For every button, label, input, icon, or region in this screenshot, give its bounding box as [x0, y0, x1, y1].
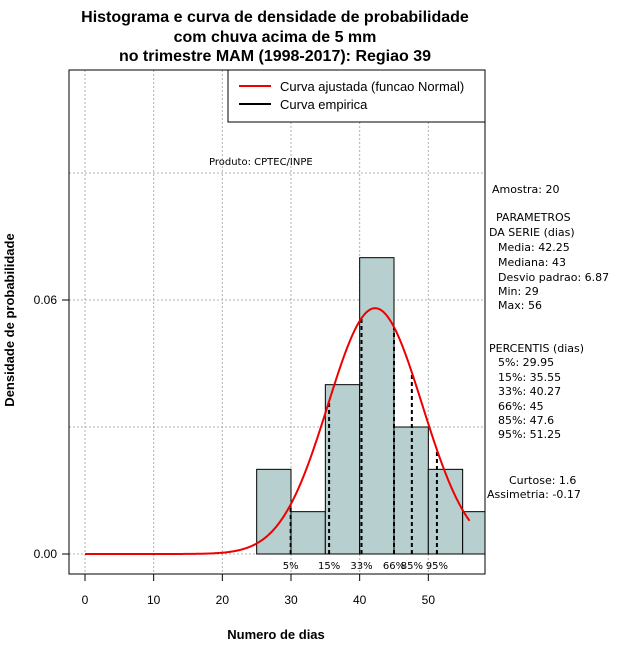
chart-title-line-2: com chuva acima de 5 mm: [174, 29, 377, 46]
legend-box: [227, 69, 486, 123]
x-tick-label: 10: [147, 593, 161, 607]
x-tick-label: 30: [284, 593, 298, 607]
x-tick-label: 20: [216, 593, 230, 607]
percentil-5: 5%: 29.95: [498, 356, 554, 369]
curve-layer: [85, 307, 471, 555]
percentile-label: 95%: [426, 561, 448, 572]
y-tick-label: 0.00: [34, 547, 58, 561]
x-axis-title: Numero de dias: [227, 627, 325, 642]
legend-label-normal: Curva ajustada (funcao Normal): [280, 79, 464, 94]
legend-label-empirical: Curva empirica: [280, 97, 368, 112]
sample-size: Amostra: 20: [492, 183, 559, 196]
histogram-bars: [256, 257, 486, 555]
param-mean: Media: 42.25: [498, 241, 570, 254]
histogram-bar: [427, 468, 464, 555]
percentile-label: 33%: [350, 561, 372, 572]
histogram-bar: [359, 257, 395, 555]
histogram-bar: [290, 511, 326, 555]
percentis-header: PERCENTIS (dias): [489, 342, 584, 355]
chart-title-line-3: no trimestre MAM (1998-2017): Regiao 39: [119, 48, 431, 65]
product-label: Produto: CPTEC/INPE: [209, 157, 313, 168]
legend: Curva ajustada (funcao Normal) Curva emp…: [227, 69, 486, 123]
percentile-label: 15%: [318, 561, 340, 572]
x-tick-label: 40: [353, 593, 367, 607]
percentile-label: 66%: [383, 561, 405, 572]
percentil-33: 33%: 40.27: [498, 385, 561, 398]
histogram-bar: [324, 384, 361, 555]
percentil-15: 15%: 35.55: [498, 371, 561, 384]
stats-panel: Amostra: 20 PARAMETROS DA SERIE (dias) M…: [487, 183, 609, 501]
params-header-2: DA SERIE (dias): [489, 226, 575, 239]
percentil-85: 85%: 47.6: [498, 414, 554, 427]
chart-title-line-1: Histograma e curva de densidade de proba…: [81, 9, 469, 26]
param-min: Min: 29: [498, 285, 539, 298]
percentil-66: 66%: 45: [498, 400, 544, 413]
param-median: Mediana: 43: [498, 256, 566, 269]
y-tick-label: 0.06: [34, 293, 58, 307]
x-tick-label: 0: [82, 593, 89, 607]
normal-fit-curve: [85, 307, 471, 555]
params-header-1: PARAMETROS: [496, 211, 571, 224]
skewness: Assimetria: -0.17: [487, 488, 581, 501]
x-tick-label: 50: [422, 593, 436, 607]
percentile-label: 85%: [401, 561, 423, 572]
percentil-95: 95%: 51.25: [498, 428, 561, 441]
param-sd: Desvio padrao: 6.87: [498, 271, 609, 284]
kurtosis: Curtose: 1.6: [509, 474, 576, 487]
percentile-label: 5%: [283, 561, 299, 572]
histogram-bar: [462, 511, 486, 555]
axes: 0 10 20 30 40 50 0.00 0.06: [34, 293, 436, 607]
param-max: Max: 56: [498, 299, 542, 312]
percentile-lines: 5% 15% 33% 66%85% 95%: [283, 318, 448, 572]
y-axis-title: Densidade de probabilidade: [2, 233, 17, 406]
